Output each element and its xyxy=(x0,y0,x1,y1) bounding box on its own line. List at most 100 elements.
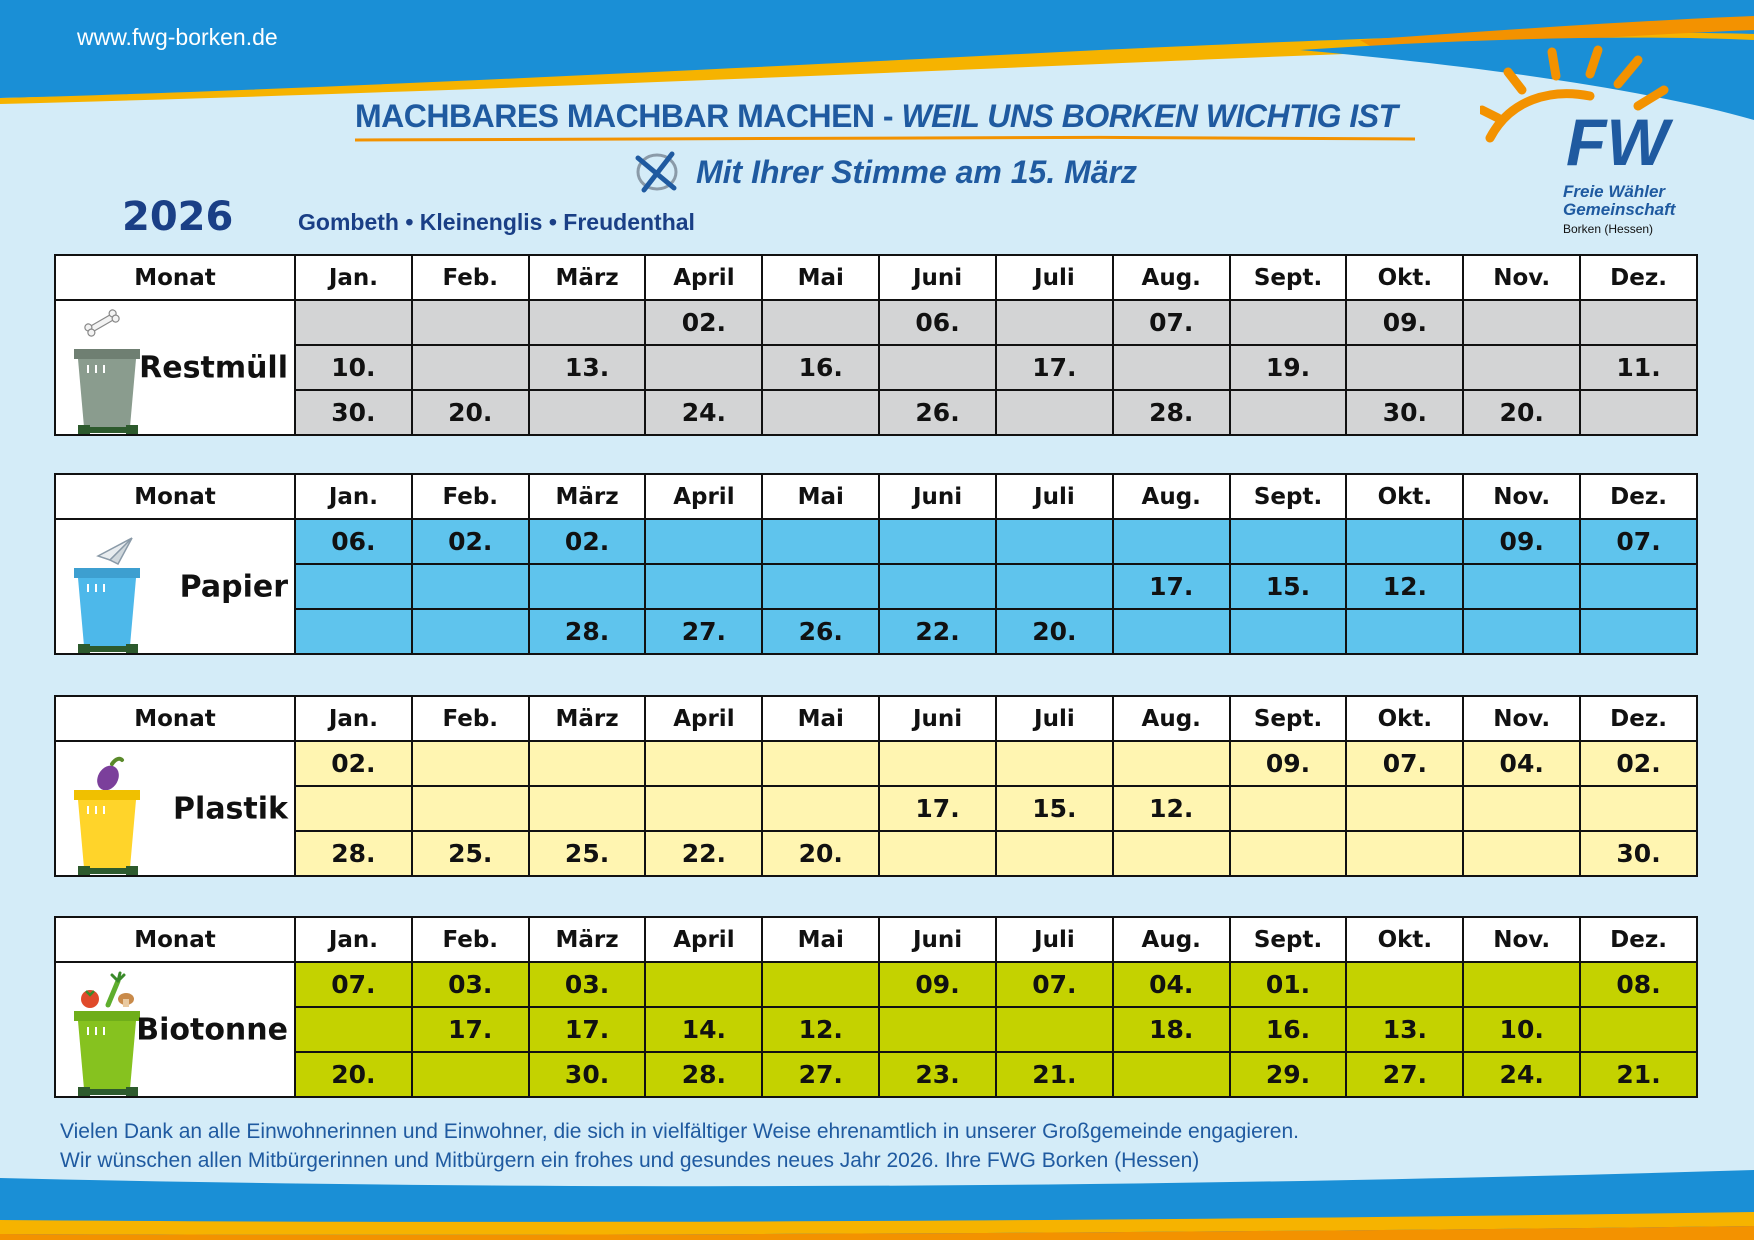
date-cell xyxy=(1345,785,1465,832)
month-header: April xyxy=(644,473,764,520)
date-cell xyxy=(1462,961,1582,1008)
date-cell: 30. xyxy=(527,1051,647,1098)
date-cell: 03. xyxy=(527,961,647,1008)
date-cell: 17. xyxy=(1111,563,1231,610)
date-cell xyxy=(1579,608,1698,655)
vote-line: Mit Ihrer Stimme am 15. März xyxy=(634,150,1137,194)
date-cell xyxy=(410,344,530,391)
date-cell: 21. xyxy=(994,1051,1114,1098)
date-cell: 07. xyxy=(1111,299,1231,346)
bin-label-biotonne: Biotonne xyxy=(136,1012,288,1047)
date-cell: 07. xyxy=(994,961,1114,1008)
month-header: Mai xyxy=(761,695,881,742)
date-cell: 14. xyxy=(644,1006,764,1053)
restmuell-schedule-table: Monat Jan. Feb. März April Mai Juni Juli… xyxy=(54,254,1698,436)
month-header: April xyxy=(644,916,764,963)
date-cell: 12. xyxy=(761,1006,881,1053)
date-cell xyxy=(761,299,881,346)
date-cell: 16. xyxy=(1228,1006,1348,1053)
date-cell xyxy=(878,344,997,391)
website-url[interactable]: www.fwg-borken.de xyxy=(77,24,278,50)
date-cell: 17. xyxy=(527,1006,647,1053)
table-row: 17. 15. 12. xyxy=(55,785,1698,832)
month-header: Feb. xyxy=(410,473,530,520)
month-header: Dez. xyxy=(1579,916,1698,963)
date-cell xyxy=(878,830,997,877)
date-cell: 27. xyxy=(644,608,764,655)
date-cell xyxy=(761,563,881,610)
date-cell: 19. xyxy=(1228,344,1348,391)
date-cell xyxy=(878,518,997,565)
logo-text: Freie Wähler Gemeinschaft xyxy=(1563,183,1675,219)
month-header: April xyxy=(644,695,764,742)
date-cell xyxy=(761,961,881,1008)
month-header: Feb. xyxy=(410,695,530,742)
date-cell xyxy=(294,563,413,610)
date-cell: 28. xyxy=(527,608,647,655)
date-cell xyxy=(994,1006,1114,1053)
date-cell xyxy=(1462,785,1582,832)
month-header: Jan. xyxy=(294,695,413,742)
date-cell xyxy=(1579,563,1698,610)
month-header: Aug. xyxy=(1111,695,1231,742)
date-cell: 07. xyxy=(1579,518,1698,565)
date-cell xyxy=(527,785,647,832)
month-header: Dez. xyxy=(1579,695,1698,742)
slogan-heading: MACHBARES MACHBAR MACHEN - WEIL UNS BORK… xyxy=(355,98,1415,135)
footer-line-1: Vielen Dank an alle Einwohnerinnen und E… xyxy=(60,1120,1299,1143)
month-header: Juli xyxy=(994,916,1114,963)
date-cell xyxy=(527,389,647,436)
date-cell: 02. xyxy=(527,518,647,565)
date-cell xyxy=(410,740,530,787)
date-cell xyxy=(1228,608,1348,655)
ballot-cross-icon xyxy=(635,151,678,193)
footer-wave-banner xyxy=(0,1170,1754,1240)
date-cell: 20. xyxy=(410,389,530,436)
date-cell xyxy=(994,563,1114,610)
month-header: Aug. xyxy=(1111,254,1231,301)
date-cell xyxy=(1579,299,1698,346)
table-row: 20. 30. 28. 27. 23. 21. 29. 27. 24. 21. xyxy=(55,1051,1698,1098)
date-cell: 02. xyxy=(1579,740,1698,787)
date-cell: 12. xyxy=(1345,563,1465,610)
date-cell xyxy=(994,299,1114,346)
month-header: April xyxy=(644,254,764,301)
month-header: Juli xyxy=(994,695,1114,742)
table-row: Biotonne 07. 03. 03. 09. 07. 04. 01. 08. xyxy=(54,961,1698,1098)
table-row: 28. 25. 25. 22. 20. 30. xyxy=(55,830,1698,877)
month-header-label: Monat xyxy=(54,473,296,520)
date-cell xyxy=(644,344,764,391)
slogan-main: MACHBARES MACHBAR MACHEN - xyxy=(355,98,902,134)
date-cell xyxy=(1345,518,1465,565)
date-cell xyxy=(644,740,764,787)
date-cell xyxy=(1111,518,1231,565)
date-cell xyxy=(994,830,1114,877)
month-header: Nov. xyxy=(1462,916,1582,963)
month-header: Aug. xyxy=(1111,916,1231,963)
date-cell: 04. xyxy=(1462,740,1582,787)
villages-label: Gombeth • Kleinenglis • Freudenthal xyxy=(298,209,695,235)
date-cell: 27. xyxy=(1345,1051,1465,1098)
month-header: Mai xyxy=(761,916,881,963)
green-bin-vegetables-icon xyxy=(74,971,140,1095)
date-cell: 28. xyxy=(1111,389,1231,436)
svg-text:FW: FW xyxy=(1566,105,1673,179)
date-cell xyxy=(1462,563,1582,610)
date-cell xyxy=(878,563,997,610)
date-cell: 13. xyxy=(1345,1006,1465,1053)
date-cell xyxy=(1462,830,1582,877)
date-cell xyxy=(1462,608,1582,655)
date-cell: 17. xyxy=(410,1006,530,1053)
plastik-schedule-table: Monat Jan. Feb. März April Mai Juni Juli… xyxy=(54,695,1698,877)
table-header-row: Monat Jan. Feb. März April Mai Juni Juli… xyxy=(54,916,1698,963)
date-cell: 17. xyxy=(878,785,997,832)
month-header: Jan. xyxy=(294,473,413,520)
month-header: Aug. xyxy=(1111,473,1231,520)
year-label: 2026 xyxy=(122,194,234,240)
date-cell: 30. xyxy=(1345,389,1465,436)
month-header: Okt. xyxy=(1345,916,1465,963)
month-header: Juni xyxy=(878,695,997,742)
bin-label-restmuell: Restmüll xyxy=(139,350,288,385)
month-header: März xyxy=(527,916,647,963)
date-cell: 09. xyxy=(1462,518,1582,565)
